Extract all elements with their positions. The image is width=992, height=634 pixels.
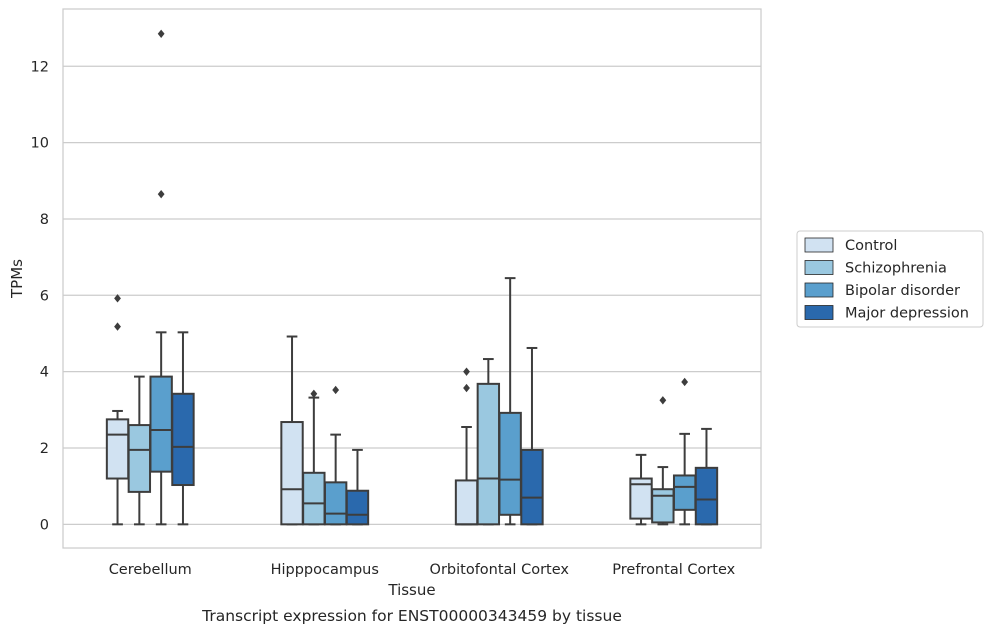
box-major-depression [171, 331, 195, 526]
outlier-point [659, 396, 667, 405]
outlier-point [681, 377, 689, 387]
x-axis-label: Tissue [387, 581, 435, 599]
legend-swatch [804, 260, 834, 275]
box-iqr [672, 474, 697, 511]
box-bipolar-disorder [323, 385, 348, 526]
outlier-point [157, 189, 165, 199]
outlier-point [463, 367, 470, 376]
outlier-point [310, 389, 318, 398]
box-iqr [105, 418, 130, 480]
y-tick-label: 4 [40, 365, 49, 381]
box-major-depression [694, 427, 719, 526]
box-schizophrenia [302, 389, 326, 526]
box-iqr [280, 421, 304, 526]
x-tick-label: Prefrontal Cortex [612, 562, 735, 578]
outlier-point [463, 383, 470, 393]
x-tick-label: Orbitofontal Cortex [430, 562, 570, 578]
box-iqr [345, 489, 370, 526]
legend-label: Schizophrenia [845, 261, 947, 277]
legend-swatch [804, 237, 834, 253]
box-control [280, 335, 304, 526]
box-schizophrenia [476, 358, 501, 526]
x-tick-label: Cerebellum [109, 562, 192, 578]
outlier-point [114, 294, 121, 303]
y-tick-label: 12 [31, 59, 49, 75]
box-control [629, 453, 653, 526]
x-tick-labels: Cerebellum Hipppocampus Orbitofontal Corte… [109, 562, 736, 578]
box-schizophrenia [127, 375, 152, 526]
y-axis-label: TPMs [8, 259, 26, 299]
y-tick-label: 2 [40, 441, 49, 457]
outlier-point [332, 385, 340, 395]
outlier-point [114, 322, 121, 331]
box-iqr [127, 424, 152, 493]
box-iqr [498, 411, 522, 516]
box-iqr [302, 471, 326, 526]
legend-swatch [804, 305, 834, 320]
box-iqr [651, 488, 675, 524]
legend-frame [796, 230, 984, 328]
plot-frame [62, 8, 762, 549]
legend-label: Control [845, 238, 897, 254]
box-iqr [323, 481, 348, 526]
box-iqr [520, 448, 544, 526]
chart-title: Transcript expression for ENST0000034345… [201, 607, 622, 625]
box-iqr [149, 375, 173, 473]
outlier-point [157, 29, 165, 39]
box-series [105, 29, 719, 526]
box-major-depression [345, 448, 370, 526]
y-tick-label: 6 [40, 288, 49, 304]
box-schizophrenia [651, 396, 675, 526]
box-iqr [454, 479, 479, 526]
x-tick-label: Hipppocampus [271, 562, 379, 578]
legend-label: Major depression [845, 306, 969, 322]
legend: Control Schizophrenia Bipolar disorder Majo… [796, 230, 984, 328]
y-tick-label: 10 [31, 136, 49, 152]
y-tick-label: 0 [40, 517, 49, 533]
y-tick-labels: 0 2 4 6 8 10 12 [31, 59, 49, 533]
y-tick-label: 8 [40, 212, 49, 228]
box-major-depression [520, 346, 544, 526]
legend-swatch [804, 282, 834, 298]
box-iqr [476, 382, 501, 526]
box-iqr [694, 466, 719, 526]
box-iqr [171, 392, 195, 487]
legend-label: Bipolar disorder [845, 283, 960, 299]
